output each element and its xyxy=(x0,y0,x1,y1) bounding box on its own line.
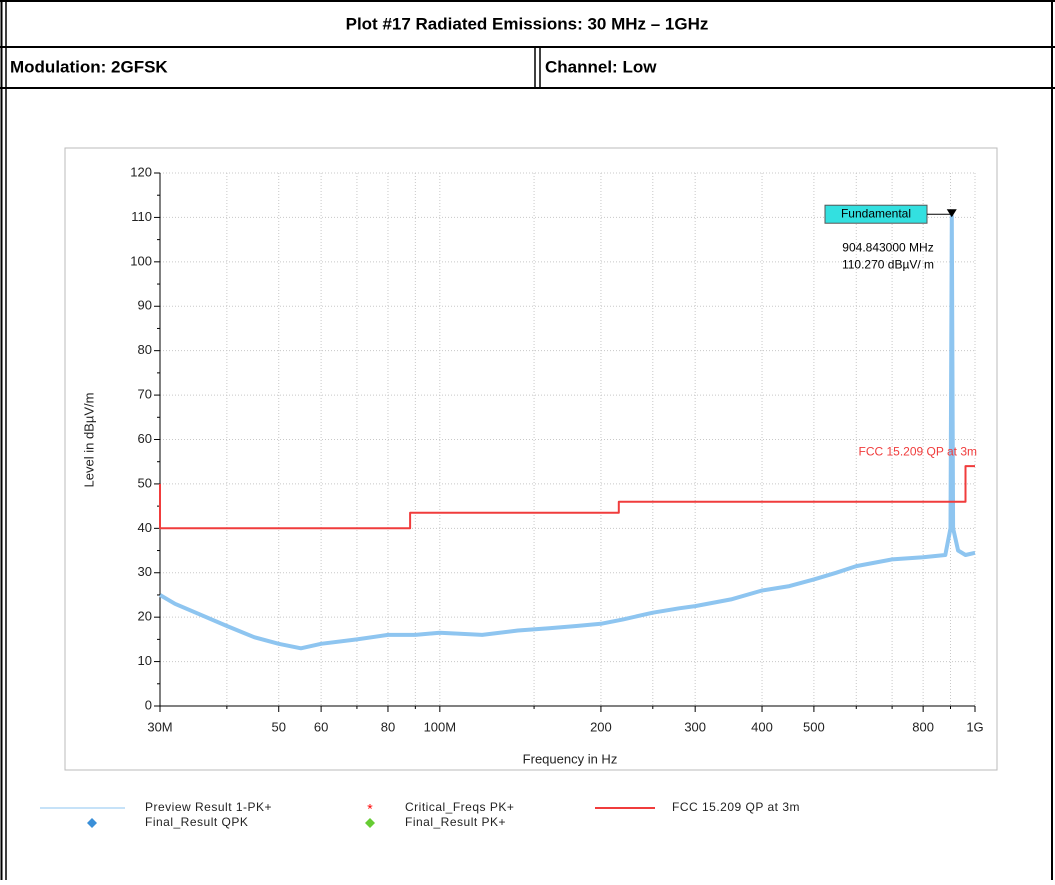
x-tick-label: 300 xyxy=(684,719,706,734)
x-tick-label: 200 xyxy=(590,719,612,734)
legend-swatch: * xyxy=(367,801,373,817)
x-tick-label: 800 xyxy=(912,719,934,734)
limit-label: FCC 15.209 QP at 3m xyxy=(859,444,978,458)
x-tick-label: 30M xyxy=(147,719,172,734)
x-tick-label: 100M xyxy=(424,719,457,734)
legend-label: Final_Result PK+ xyxy=(405,815,506,829)
y-tick-label: 100 xyxy=(130,253,152,268)
legend-label: Final_Result QPK xyxy=(145,815,248,829)
modulation: Modulation: 2GFSK xyxy=(10,57,168,76)
preview-trace xyxy=(158,214,976,651)
marker-label: Fundamental xyxy=(841,206,911,220)
x-tick-label: 400 xyxy=(751,719,773,734)
legend-label: FCC 15.209 QP at 3m xyxy=(672,800,800,814)
y-tick-label: 50 xyxy=(138,475,152,490)
x-axis-label: Frequency in Hz xyxy=(523,751,618,766)
marker-text: 110.270 dBµV/ m xyxy=(842,257,934,271)
y-tick-label: 20 xyxy=(138,609,152,624)
x-tick-label: 1G xyxy=(966,719,983,734)
legend-swatch xyxy=(365,818,375,828)
y-tick-label: 70 xyxy=(138,387,152,402)
y-tick-label: 120 xyxy=(130,164,152,179)
legend-label: Critical_Freqs PK+ xyxy=(405,800,514,814)
x-tick-label: 500 xyxy=(803,719,825,734)
chart-box xyxy=(64,147,998,771)
y-tick-label: 40 xyxy=(138,520,152,535)
title: Plot #17 Radiated Emissions: 30 MHz – 1G… xyxy=(346,14,709,33)
marker xyxy=(946,209,957,218)
y-axis-label: Level in dBµV/m xyxy=(81,393,96,488)
legend-swatch xyxy=(87,818,97,828)
x-tick-label: 80 xyxy=(381,719,395,734)
y-tick-label: 30 xyxy=(138,564,152,579)
channel: Channel: Low xyxy=(545,57,657,76)
x-tick-label: 60 xyxy=(314,719,328,734)
limit-line xyxy=(159,465,975,530)
legend-label: Preview Result 1-PK+ xyxy=(145,800,272,814)
marker-text: 904.843000 MHz xyxy=(842,240,933,254)
y-tick-label: 90 xyxy=(138,298,152,313)
y-tick-label: 110 xyxy=(131,209,152,224)
y-tick-label: 60 xyxy=(138,431,152,446)
y-tick-label: 0 xyxy=(145,697,152,712)
y-tick-label: 80 xyxy=(138,342,152,357)
y-tick-label: 10 xyxy=(138,653,152,668)
x-tick-label: 50 xyxy=(271,719,285,734)
